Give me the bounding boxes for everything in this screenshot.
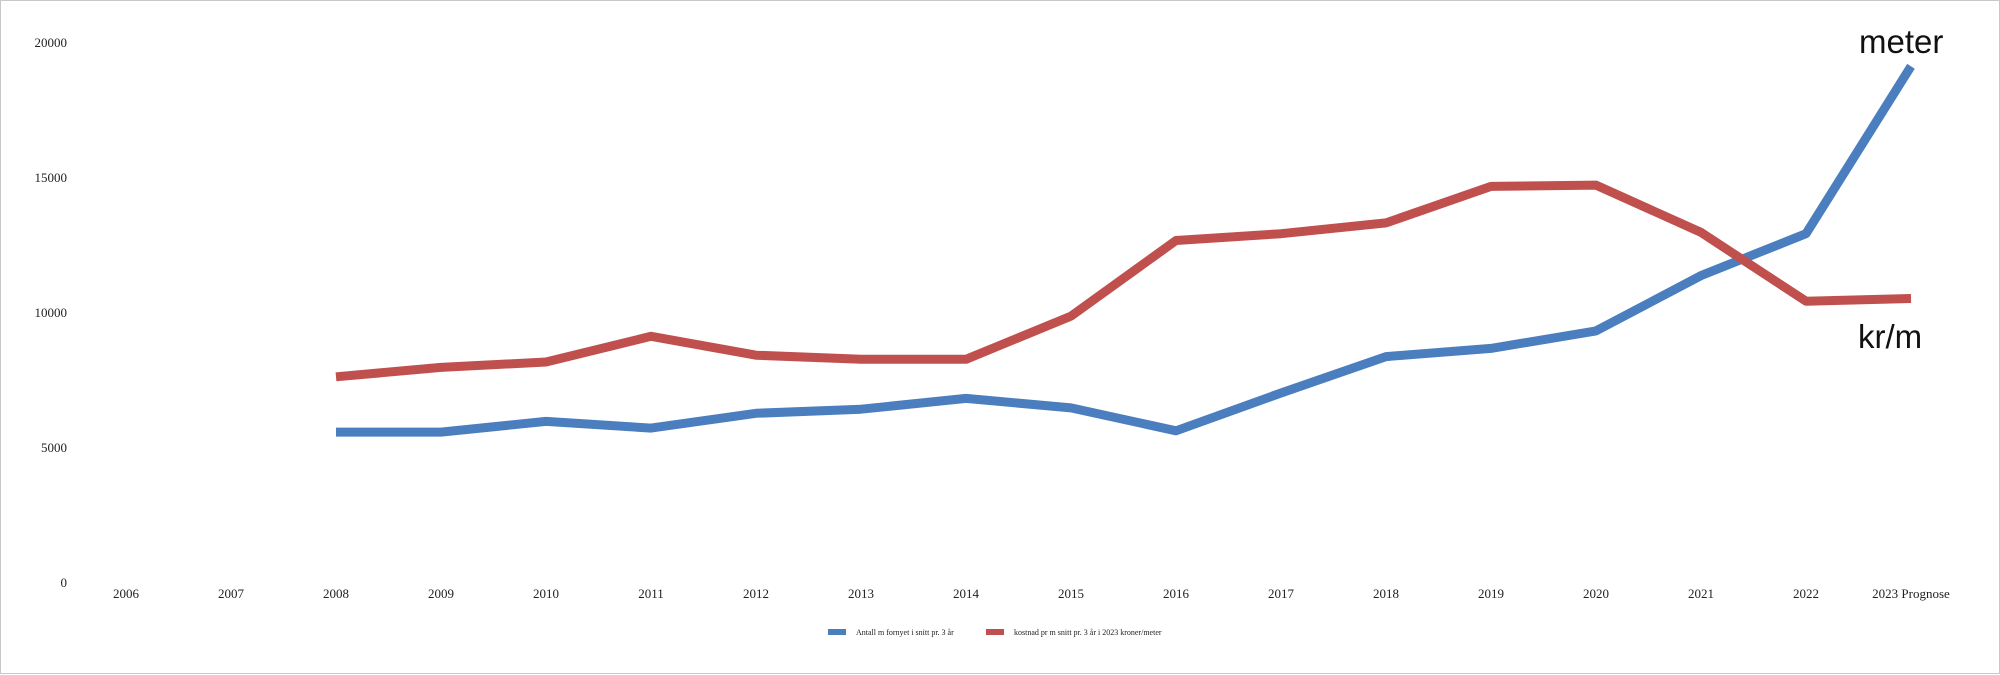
y-tick-label: 15000 xyxy=(35,170,68,185)
x-tick-label: 2022 xyxy=(1793,586,1819,601)
series-lines xyxy=(335,63,1915,437)
x-tick-label: 2023 Prognose xyxy=(1872,586,1950,601)
x-tick-label: 2021 xyxy=(1688,586,1714,601)
series-annotations: meter kr/m xyxy=(1858,23,1943,355)
x-tick-label: 2018 xyxy=(1373,586,1399,601)
x-tick-label: 2015 xyxy=(1058,586,1084,601)
x-tick-label: 2020 xyxy=(1583,586,1609,601)
y-tick-label: 5000 xyxy=(41,440,67,455)
y-tick-label: 20000 xyxy=(35,35,68,50)
legend: Antall m fornyet i snitt pr. 3 år kostna… xyxy=(828,628,1162,637)
legend-swatch-meter xyxy=(828,629,846,635)
legend-swatch-kostnad xyxy=(986,629,1004,635)
y-tick-label: 10000 xyxy=(35,305,68,320)
x-axis-ticks: 2006 2007 2008 2009 2010 2011 2012 2013 2014 2015… xyxy=(113,586,1950,601)
y-tick-label: 0 xyxy=(61,575,68,590)
x-tick-label: 2019 xyxy=(1478,586,1504,601)
series-line-kostnad xyxy=(335,180,1912,382)
x-tick-label: 2017 xyxy=(1268,586,1295,601)
x-tick-label: 2007 xyxy=(218,586,245,601)
legend-label-kostnad: kostnad pr m snitt pr. 3 år i 2023 krone… xyxy=(1014,628,1162,637)
x-tick-label: 2010 xyxy=(533,586,559,601)
annotation-meter: meter xyxy=(1859,23,1943,60)
series-line-meter xyxy=(336,63,1915,437)
x-tick-label: 2008 xyxy=(323,586,349,601)
legend-label-meter: Antall m fornyet i snitt pr. 3 år xyxy=(856,628,954,637)
x-tick-label: 2016 xyxy=(1163,586,1190,601)
x-tick-label: 2013 xyxy=(848,586,874,601)
x-tick-label: 2014 xyxy=(953,586,980,601)
x-tick-label: 2011 xyxy=(638,586,664,601)
x-tick-label: 2012 xyxy=(743,586,769,601)
annotation-kr-per-m: kr/m xyxy=(1858,318,1922,355)
x-tick-label: 2009 xyxy=(428,586,454,601)
y-axis-ticks: 0 5000 10000 15000 20000 xyxy=(35,35,68,590)
x-tick-label: 2006 xyxy=(113,586,140,601)
